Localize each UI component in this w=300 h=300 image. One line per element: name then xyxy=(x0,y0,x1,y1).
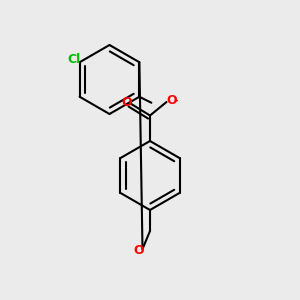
Text: O: O xyxy=(134,244,144,257)
Text: O: O xyxy=(167,94,177,107)
Text: Cl: Cl xyxy=(68,53,81,66)
Text: O: O xyxy=(122,95,132,109)
Text: -: - xyxy=(174,95,178,106)
